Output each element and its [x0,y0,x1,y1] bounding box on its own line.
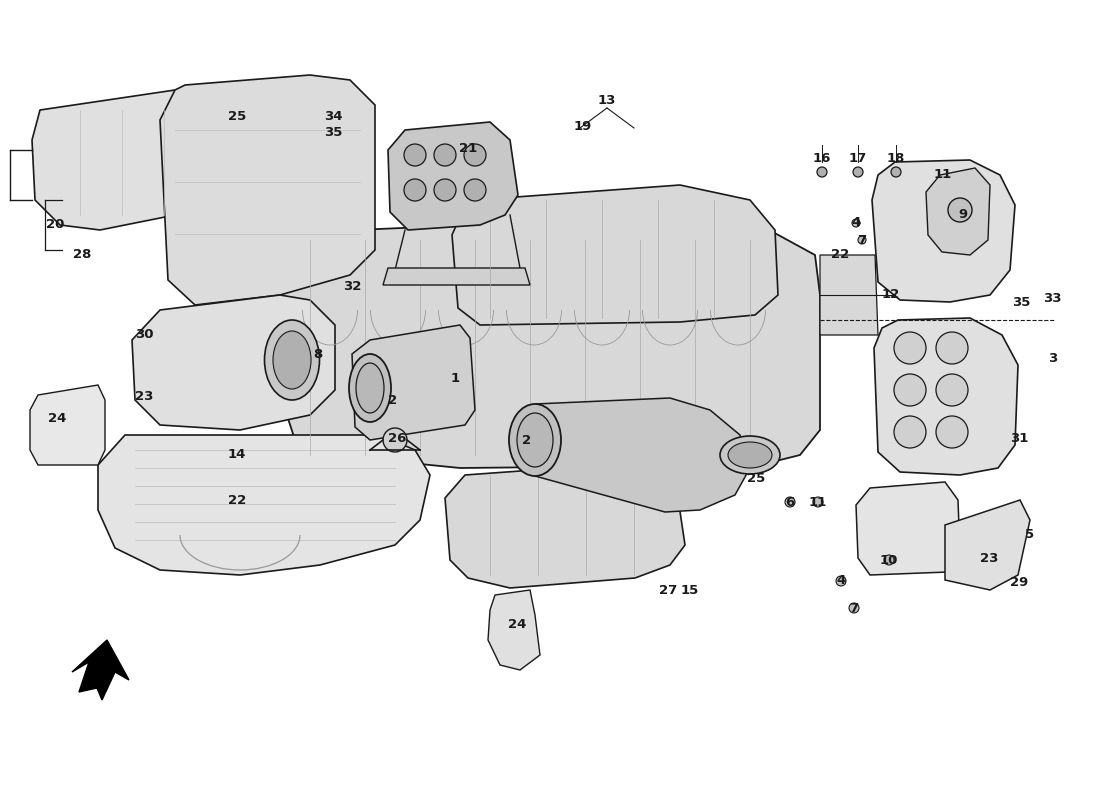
Text: 24: 24 [508,618,526,631]
Polygon shape [856,482,960,575]
Circle shape [936,374,968,406]
Text: 11: 11 [934,169,953,182]
Circle shape [852,219,860,227]
Circle shape [404,144,426,166]
Circle shape [894,416,926,448]
Ellipse shape [517,413,553,467]
Text: 1: 1 [450,371,460,385]
Text: 2: 2 [388,394,397,406]
Polygon shape [926,168,990,255]
Ellipse shape [720,436,780,474]
Polygon shape [72,640,129,700]
Polygon shape [535,398,750,512]
Circle shape [464,179,486,201]
Text: 15: 15 [681,585,700,598]
Ellipse shape [356,363,384,413]
Text: 20: 20 [46,218,64,231]
Ellipse shape [509,404,561,476]
Text: 11: 11 [808,495,827,509]
Polygon shape [383,268,530,285]
Text: 31: 31 [1010,433,1028,446]
Text: 35: 35 [323,126,342,139]
Circle shape [836,576,846,586]
Text: 29: 29 [1010,577,1028,590]
Text: 35: 35 [1012,295,1031,309]
Circle shape [383,428,407,452]
Circle shape [894,374,926,406]
Circle shape [813,497,823,507]
Polygon shape [452,185,778,325]
Text: 28: 28 [73,247,91,261]
Text: 34: 34 [323,110,342,123]
Text: 22: 22 [830,247,849,261]
Text: 2: 2 [522,434,531,446]
Text: 26: 26 [388,433,406,446]
Polygon shape [32,90,210,230]
Text: 23: 23 [980,553,998,566]
Text: 17: 17 [849,151,867,165]
Text: 8: 8 [314,347,322,361]
Ellipse shape [264,320,319,400]
Text: 9: 9 [958,209,968,222]
Text: 24: 24 [47,413,66,426]
Circle shape [884,555,894,565]
Text: 7: 7 [857,234,867,246]
Polygon shape [488,590,540,670]
Text: 14: 14 [228,449,246,462]
Text: 4: 4 [851,217,860,230]
Ellipse shape [349,354,390,422]
Circle shape [785,497,795,507]
Circle shape [858,236,866,244]
Polygon shape [132,295,336,430]
Polygon shape [98,435,430,575]
Text: 13: 13 [597,94,616,107]
Text: 30: 30 [134,327,153,341]
Text: 6: 6 [785,495,794,509]
Circle shape [404,179,426,201]
Text: 32: 32 [343,281,361,294]
Text: 18: 18 [887,151,905,165]
Text: 5: 5 [1025,527,1035,541]
Text: 4: 4 [836,574,846,587]
Polygon shape [820,255,878,335]
Text: 7: 7 [849,602,859,614]
Text: 25: 25 [228,110,246,123]
Text: 16: 16 [813,151,832,165]
Circle shape [891,167,901,177]
Text: 21: 21 [459,142,477,155]
Circle shape [936,332,968,364]
Text: 33: 33 [1043,291,1062,305]
Circle shape [434,144,456,166]
Polygon shape [874,318,1018,475]
Polygon shape [945,500,1030,590]
Text: 25: 25 [747,473,766,486]
Circle shape [817,167,827,177]
Circle shape [936,416,968,448]
Ellipse shape [728,442,772,468]
Polygon shape [446,462,685,588]
Polygon shape [30,385,105,465]
Circle shape [849,603,859,613]
Circle shape [464,144,486,166]
Polygon shape [872,160,1015,302]
Circle shape [948,198,972,222]
Circle shape [434,179,456,201]
Text: 3: 3 [1048,351,1057,365]
Text: 23: 23 [135,390,153,403]
Polygon shape [160,75,375,305]
Circle shape [894,332,926,364]
Text: 10: 10 [880,554,899,566]
Polygon shape [352,325,475,440]
Polygon shape [388,122,518,230]
Text: 22: 22 [228,494,246,507]
Text: 27: 27 [659,585,678,598]
Text: 19: 19 [574,119,592,133]
Circle shape [852,167,864,177]
Polygon shape [282,220,820,468]
Ellipse shape [273,331,311,389]
Text: 12: 12 [882,289,900,302]
